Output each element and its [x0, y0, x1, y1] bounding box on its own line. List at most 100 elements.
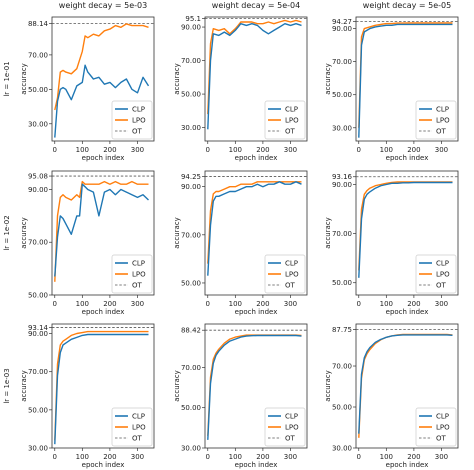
legend-label-lpo: LPO — [285, 117, 299, 125]
x-axis-label: epoch index — [82, 461, 125, 469]
series-line-lpo — [207, 19, 302, 115]
legend-label-clp: CLP — [436, 413, 449, 421]
series-line-clp — [207, 334, 302, 440]
x-tick-label: 100 — [380, 453, 393, 461]
y-tick-label: 30.00 — [332, 445, 352, 453]
x-tick-label: 100 — [229, 453, 242, 461]
series-line-clp — [54, 333, 149, 445]
subplot: 0 100 200 300 epoch index 50.00 70.00 90.00 95.0… — [20, 170, 155, 316]
column-title: weight decay = 5e-05 — [363, 1, 451, 10]
y-axis-label: accuracy — [324, 217, 332, 249]
x-tick-label: 100 — [380, 146, 393, 154]
y-tick-label: 30.00 — [28, 120, 48, 128]
x-tick-label: 100 — [76, 453, 89, 461]
x-axis-label: epoch index — [235, 461, 278, 469]
y-tick-label: 70.00 — [332, 58, 352, 66]
y-axis-label: accuracy — [20, 217, 28, 249]
y-axis-label: accuracy — [173, 63, 181, 95]
y-axis-label: accuracy — [20, 63, 28, 95]
legend-label-clp: CLP — [132, 106, 145, 114]
ot-value-label: 87.75 — [332, 326, 352, 334]
subplot: 0 100 200 300 epoch index 50.00 70.00 90.0093.1… — [324, 170, 459, 316]
ot-value-label: 94.27 — [332, 18, 352, 26]
series-line-clp — [358, 334, 453, 434]
legend-label-ot: OT — [436, 128, 447, 136]
y-axis-label: accuracy — [324, 370, 332, 402]
column-title: weight decay = 5e-03 — [59, 1, 147, 10]
x-axis-label: epoch index — [386, 308, 429, 316]
series-line-clp — [54, 183, 149, 277]
legend-label-clp: CLP — [285, 106, 298, 114]
x-tick-label: 100 — [229, 146, 242, 154]
legend-label-clp: CLP — [132, 413, 145, 421]
legend-label-ot: OT — [285, 435, 296, 443]
ot-value-label: 94.25 — [181, 173, 201, 181]
legend-label-ot: OT — [132, 435, 143, 443]
column-title: weight decay = 5e-04 — [212, 1, 300, 10]
y-tick-label: 70.00 — [332, 230, 352, 238]
legend-label-lpo: LPO — [285, 424, 299, 432]
series-line-lpo — [207, 181, 302, 264]
legend-label-clp: CLP — [132, 260, 145, 268]
x-tick-label: 0 — [53, 300, 57, 308]
x-tick-label: 200 — [407, 453, 420, 461]
x-tick-label: 200 — [256, 146, 269, 154]
y-axis-label: accuracy — [20, 370, 28, 402]
y-tick-label: 30.00 — [181, 445, 201, 453]
legend-box — [111, 100, 153, 140]
legend-label-lpo: LPO — [132, 271, 146, 279]
legend-label-lpo: LPO — [132, 117, 146, 125]
ot-value-label: 95.08 — [28, 173, 48, 181]
subplot: 0 100 200 300 epoch index 50.00 70.00 90.00 94.2… — [173, 170, 308, 316]
series-line-clp — [54, 64, 150, 138]
series-line-lpo — [54, 23, 149, 111]
x-tick-label: 300 — [435, 146, 448, 154]
y-axis-label: accuracy — [173, 217, 181, 249]
y-tick-label: 70.00 — [28, 51, 48, 59]
x-tick-label: 200 — [103, 300, 116, 308]
y-tick-label: 90.00 — [332, 181, 352, 189]
legend-label-clp: CLP — [436, 260, 449, 268]
y-tick-label: 50.00 — [332, 91, 352, 99]
x-tick-label: 100 — [76, 300, 89, 308]
x-tick-label: 0 — [357, 300, 361, 308]
x-tick-label: 0 — [357, 146, 361, 154]
legend-label-ot: OT — [436, 282, 447, 290]
x-tick-label: 200 — [407, 146, 420, 154]
legend-label-clp: CLP — [436, 106, 449, 114]
legend-label-lpo: LPO — [285, 271, 299, 279]
x-tick-label: 100 — [229, 300, 242, 308]
x-tick-label: 100 — [76, 146, 89, 154]
x-tick-label: 200 — [256, 300, 269, 308]
x-tick-label: 0 — [53, 146, 57, 154]
ot-value-label: 93.14 — [28, 324, 49, 332]
series-line-lpo — [54, 330, 149, 441]
x-tick-label: 300 — [435, 300, 448, 308]
x-tick-label: 300 — [131, 300, 144, 308]
legend-label-lpo: LPO — [436, 117, 450, 125]
legend-box — [415, 254, 457, 294]
y-tick-label: 70.00 — [181, 57, 201, 65]
subplot: 0 100 200 300 epoch index 30.00 50.00 70.00 87.7… — [324, 323, 459, 469]
series-line-clp — [358, 23, 453, 138]
y-tick-label: 50.00 — [181, 91, 201, 99]
legend-box — [264, 100, 306, 140]
x-axis-label: epoch index — [386, 461, 429, 469]
series-line-clp — [207, 23, 302, 130]
ot-value-label: 93.16 — [332, 173, 353, 181]
legend-label-ot: OT — [132, 128, 143, 136]
legend-box — [415, 407, 457, 447]
x-tick-label: 300 — [284, 146, 297, 154]
ot-value-label: 88.42 — [181, 327, 201, 335]
x-tick-label: 0 — [206, 300, 210, 308]
legend-box — [415, 100, 457, 140]
y-tick-label: 70.00 — [332, 363, 352, 371]
legend-box — [264, 254, 306, 294]
x-axis-label: epoch index — [235, 154, 278, 162]
x-tick-label: 200 — [407, 300, 420, 308]
legend-label-clp: CLP — [285, 260, 298, 268]
x-axis-label: epoch index — [82, 308, 125, 316]
y-tick-label: 50.00 — [181, 279, 201, 287]
y-tick-label: 30.00 — [181, 124, 201, 132]
